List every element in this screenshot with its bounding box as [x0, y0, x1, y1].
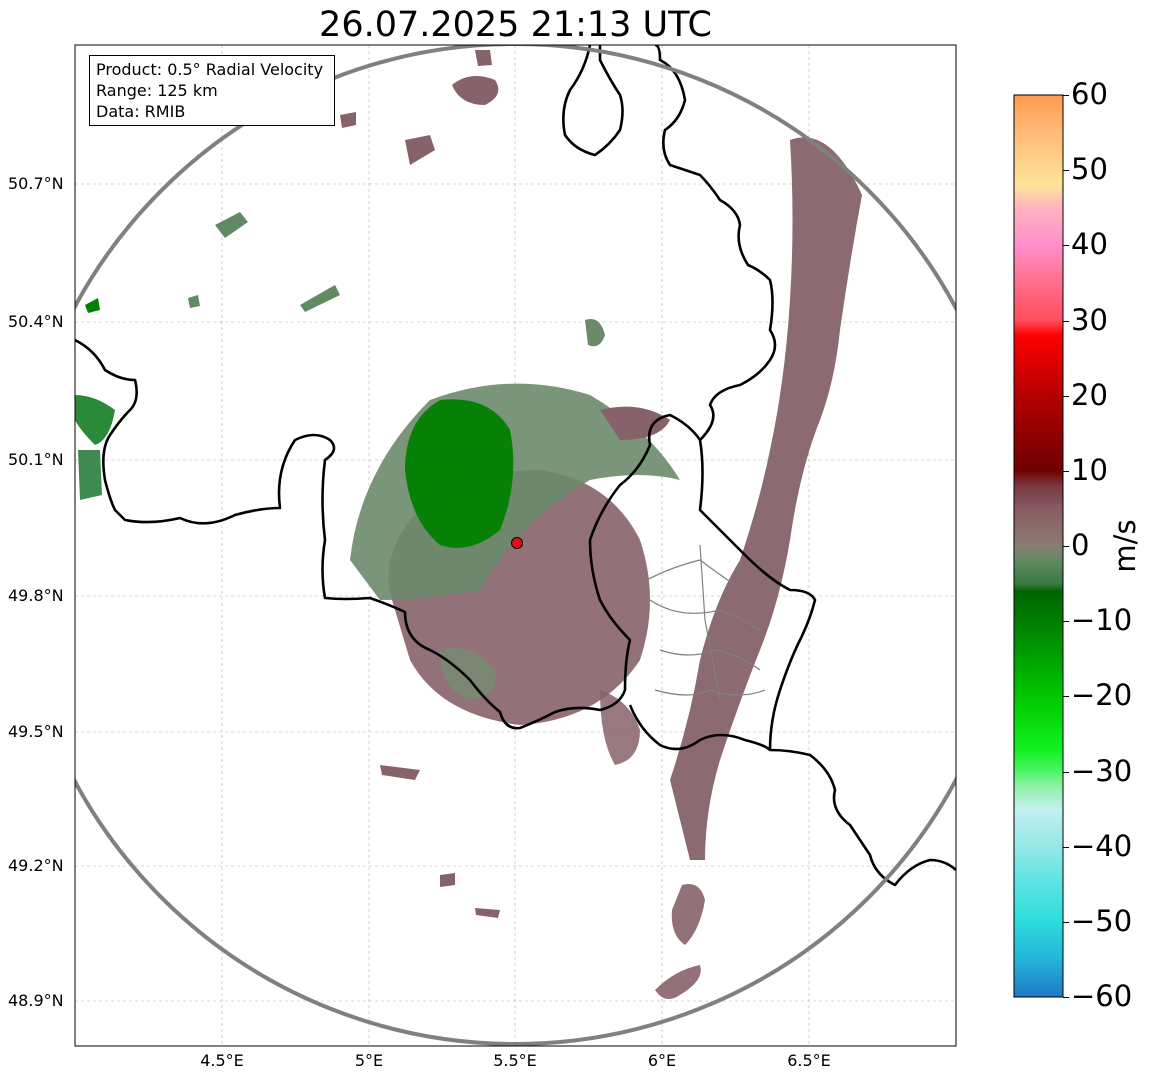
lat-label-48-9: 48.9°N: [8, 991, 64, 1010]
colorbar-tick-label: −10: [1071, 603, 1133, 638]
echo-south-extension: [600, 690, 640, 765]
echo-west-patch-3: [188, 295, 200, 308]
echo-ne-patch-2: [600, 406, 670, 440]
colorbar-tick-label: 60: [1071, 77, 1108, 111]
lon-label-6: 6°E: [647, 1051, 677, 1070]
lon-label-5: 5°E: [354, 1051, 384, 1070]
colorbar-tick: [1063, 95, 1069, 96]
lat-label-49-2: 49.2°N: [8, 856, 64, 875]
regional-border-1: [629, 559, 736, 591]
echo-west-patch-2: [300, 285, 340, 312]
echo-north-patch-1: [452, 76, 499, 105]
regional-border-2: [649, 599, 761, 631]
lon-label-5-5: 5.5°E: [493, 1051, 537, 1070]
colorbar-tick: [1063, 546, 1069, 547]
echo-north-patch-2: [475, 50, 492, 66]
lat-label-50-4: 50.4°N: [8, 312, 64, 331]
map-frame: [74, 44, 957, 1047]
lat-label-50-7: 50.7°N: [8, 174, 64, 193]
regional-border-3: [659, 649, 761, 671]
echo-south-scatter-1: [380, 765, 420, 780]
regional-border-5: [699, 544, 721, 701]
lat-label-49-8: 49.8°N: [8, 586, 64, 605]
echo-west-patch-1: [215, 212, 248, 238]
border-france-germany-south: [628, 704, 956, 887]
colorbar-tick-label: −40: [1071, 828, 1133, 863]
echo-strong-incoming-cluster: [405, 399, 514, 548]
info-product: Product: 0.5° Radial Velocity: [96, 60, 324, 79]
echo-south-scatter-3: [475, 908, 500, 918]
echo-north-patch-4: [340, 112, 356, 128]
echo-southern-tail: [671, 884, 705, 945]
range-ring: [75, 45, 956, 1046]
colorbar-unit: m/s: [1108, 519, 1142, 573]
info-source: Data: RMIB: [96, 102, 186, 121]
echo-south-scatter-2: [440, 873, 455, 887]
colorbar-tick-label: −50: [1071, 903, 1133, 938]
radar-site-marker[interactable]: [511, 537, 523, 549]
regional-borders: [629, 544, 766, 701]
colorbar-tick-label: 20: [1071, 377, 1108, 412]
colorbar-tick-label: 30: [1071, 302, 1108, 337]
info-range: Range: 125 km: [96, 81, 218, 100]
echo-west-patch-4: [85, 298, 100, 313]
border-luxembourg-germany-east: [654, 45, 777, 441]
lon-label-4-5: 4.5°E: [200, 1051, 244, 1070]
colorbar-tick: [1063, 170, 1069, 172]
echo-sw-cluster: [440, 647, 496, 700]
colorbar-tick-label: 40: [1071, 227, 1108, 262]
lat-label-50-1: 50.1°N: [8, 450, 64, 469]
radar-echoes: [75, 50, 862, 999]
colorbar-fill: [1014, 95, 1063, 997]
national-borders: [75, 45, 956, 887]
echo-north-patch-3: [405, 135, 435, 165]
colorbar-tick: [1063, 621, 1069, 623]
info-box: Product: 0.5° Radial Velocity Range: 125…: [89, 55, 335, 126]
colorbar-tick: [1063, 245, 1069, 247]
colorbar-tick: [1063, 846, 1069, 848]
border-belgium-netherlands-west: [75, 338, 817, 751]
colorbar-tick-label: 0: [1071, 528, 1090, 562]
colorbar-tick: [1063, 696, 1069, 698]
colorbar-tick: [1063, 921, 1069, 923]
border-north-loop: [562, 45, 624, 157]
colorbar-tick-label: −20: [1071, 678, 1133, 713]
echo-west-edge-green: [75, 395, 115, 445]
echo-eastern-band: [670, 137, 862, 861]
colorbar-tick-label: −60: [1071, 979, 1133, 1013]
colorbar-tick: [1063, 395, 1069, 397]
colorbar-tick-label: −30: [1071, 753, 1133, 788]
map-title: 26.07.2025 21:13 UTC: [319, 5, 712, 45]
colorbar-tick: [1063, 997, 1069, 998]
lon-label-6-5: 6.5°E: [787, 1051, 831, 1070]
regional-border-4: [654, 689, 766, 696]
colorbar-tick: [1063, 320, 1069, 322]
colorbar-tick: [1063, 470, 1069, 472]
colorbar-tick-label: 10: [1071, 452, 1108, 487]
echo-ne-patch-1: [585, 319, 605, 347]
echo-west-edge-green-2: [78, 450, 102, 500]
lat-label-49-5: 49.5°N: [8, 722, 64, 741]
colorbar-tick-label: 50: [1071, 152, 1108, 187]
echo-far-south-patch: [655, 965, 701, 999]
colorbar-tick: [1063, 771, 1069, 773]
